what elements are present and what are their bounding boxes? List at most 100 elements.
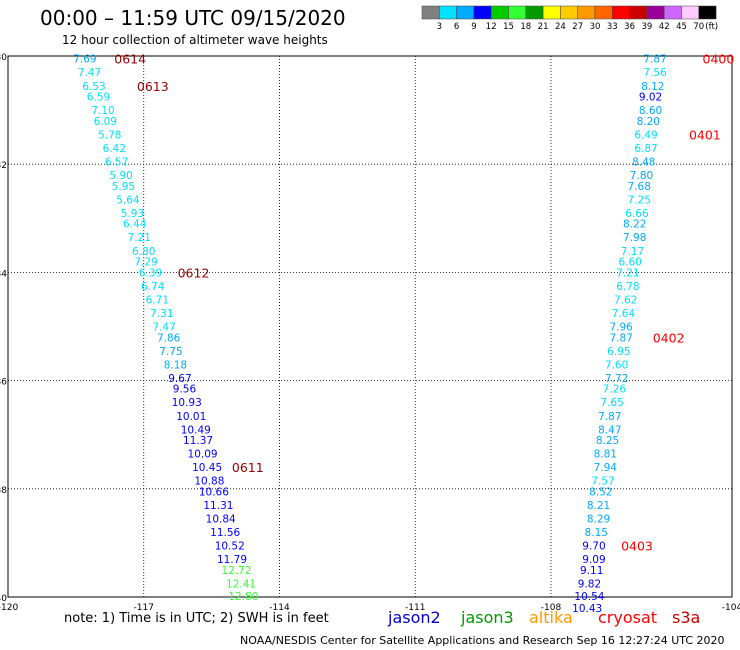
wave-height-value: 8.25: [596, 435, 619, 447]
wave-height-value: 11.31: [203, 500, 233, 512]
wave-height-value: 12.41: [226, 578, 256, 590]
x-tick-label: -120: [0, 603, 18, 613]
y-tick-label: -36: [0, 378, 7, 388]
footer-credit: NOAA/NESDIS Center for Satellite Applica…: [240, 634, 725, 647]
wave-height-value: 8.60: [639, 105, 662, 117]
legend-cryosat: cryosat: [598, 608, 658, 627]
pass-time-label: 0614: [114, 52, 146, 67]
wave-height-value: 5.93: [121, 208, 144, 220]
wave-height-value: 8.15: [585, 527, 608, 539]
wave-height-value: 9.82: [578, 578, 601, 590]
wave-height-value: 7.94: [594, 462, 618, 474]
wave-height-value: 8.12: [641, 81, 664, 93]
wave-height-value: 6.95: [607, 346, 630, 358]
colorbar-tick-label: 15: [503, 22, 514, 32]
wave-height-value: 7.29: [134, 257, 157, 269]
colorbar-tick-label: 36: [624, 22, 635, 32]
colorbar-tick-label: 70: [693, 22, 704, 32]
wave-height-value: 6.59: [87, 92, 110, 104]
wave-height-value: 8.48: [632, 156, 655, 168]
wave-height-value: 6.44: [123, 219, 147, 231]
colorbar-tick-label: 30: [590, 22, 601, 32]
y-tick-label: -30: [0, 53, 7, 63]
wave-height-value: 7.87: [643, 54, 666, 66]
colorbar-swatch: [577, 5, 596, 20]
footer-note: note: 1) Time is in UTC; 2) SWH is in fe…: [64, 611, 329, 626]
colorbar-unit: (ft): [705, 22, 718, 32]
wave-height-value: 10.88: [194, 476, 224, 488]
colorbar-tick-label: 33: [607, 22, 618, 32]
wave-height-value: 7.31: [150, 308, 173, 320]
legend-altika: altika: [529, 608, 573, 627]
wave-height-value: 7.21: [128, 232, 151, 244]
wave-height-value: 7.57: [591, 476, 614, 488]
wave-height-value: 7.86: [157, 332, 181, 344]
pass-time-label: 0402: [653, 330, 685, 345]
legend-s3a: s3a: [672, 608, 701, 627]
wave-height-value: 6.74: [141, 281, 165, 293]
wave-height-value: 7.21: [616, 267, 639, 279]
pass-time-label: 0612: [178, 265, 210, 280]
wave-height-value: 6.49: [634, 129, 657, 141]
wave-height-value: 6.53: [82, 81, 105, 93]
wave-height-value: 6.66: [625, 208, 649, 220]
wave-height-value: 8.52: [589, 487, 612, 499]
wave-height-value: 6.60: [618, 257, 641, 269]
wave-height-value: 11.56: [210, 527, 240, 539]
wave-height-value: 12.72: [221, 565, 251, 577]
pass-time-label: 0400: [703, 52, 735, 67]
wave-height-value: 8.20: [637, 116, 660, 128]
wave-height-value: 9.67: [168, 373, 191, 385]
colorbar-swatch: [698, 5, 717, 20]
colorbar-swatch: [421, 5, 440, 20]
x-tick-label: -111: [405, 603, 425, 613]
wave-height-value: 7.75: [159, 346, 182, 358]
wave-height-value: 6.78: [616, 281, 639, 293]
wave-height-value: 9.56: [173, 384, 197, 396]
wave-height-value: 6.42: [103, 143, 126, 155]
wave-height-value: 10.52: [215, 541, 245, 553]
wave-height-value: 7.56: [643, 67, 667, 79]
wave-height-value: 7.17: [621, 246, 644, 258]
wave-height-value: 12.80: [228, 591, 258, 603]
colorbar-swatch: [663, 5, 682, 20]
colorbar-swatch: [594, 5, 613, 20]
wave-height-value: 7.47: [78, 67, 101, 79]
wave-height-value: 7.64: [612, 308, 636, 320]
wave-height-value: 10.54: [574, 591, 604, 603]
colorbar-swatch: [646, 5, 665, 20]
wave-height-value: 7.47: [152, 322, 175, 334]
wave-height-value: 8.22: [623, 219, 646, 231]
wave-height-value: 8.18: [164, 359, 187, 371]
wave-height-value: 10.66: [199, 487, 229, 499]
wave-height-value: 7.68: [628, 181, 651, 193]
wave-height-value: 8.21: [587, 500, 610, 512]
wave-height-value: 11.79: [217, 554, 247, 566]
pass-time-label: 0613: [137, 79, 169, 94]
wave-height-value: 9.09: [582, 554, 605, 566]
y-tick-label: -38: [0, 486, 7, 496]
colorbar-tick-label: 45: [676, 22, 687, 32]
wave-height-value: 7.69: [73, 54, 96, 66]
wave-height-value: 7.25: [628, 194, 651, 206]
wave-height-value: 5.90: [109, 170, 132, 182]
chart-subtitle: 12 hour collection of altimeter wave hei…: [62, 33, 328, 47]
colorbar-swatch: [508, 5, 527, 20]
colorbar-swatch: [490, 5, 509, 20]
wave-height-value: 6.39: [139, 267, 162, 279]
colorbar-tick-label: 12: [486, 22, 497, 32]
colorbar-tick-label: 24: [555, 22, 566, 32]
wave-height-value: 7.62: [614, 294, 637, 306]
colorbar-tick-label: 9: [471, 22, 476, 32]
x-tick-label: -117: [134, 603, 154, 613]
page-title: 00:00 – 11:59 UTC 09/15/2020: [40, 6, 346, 30]
colorbar-tick-label: 18: [520, 22, 531, 32]
wave-height-value: 7.87: [598, 411, 621, 423]
wave-height-value: 8.47: [598, 424, 621, 436]
wave-height-value: 5.64: [116, 194, 140, 206]
wave-height-value: 7.96: [609, 322, 633, 334]
colorbar-swatch: [473, 5, 492, 20]
wave-height-value: 5.95: [112, 181, 135, 193]
legend-jason2: jason2: [388, 608, 441, 627]
